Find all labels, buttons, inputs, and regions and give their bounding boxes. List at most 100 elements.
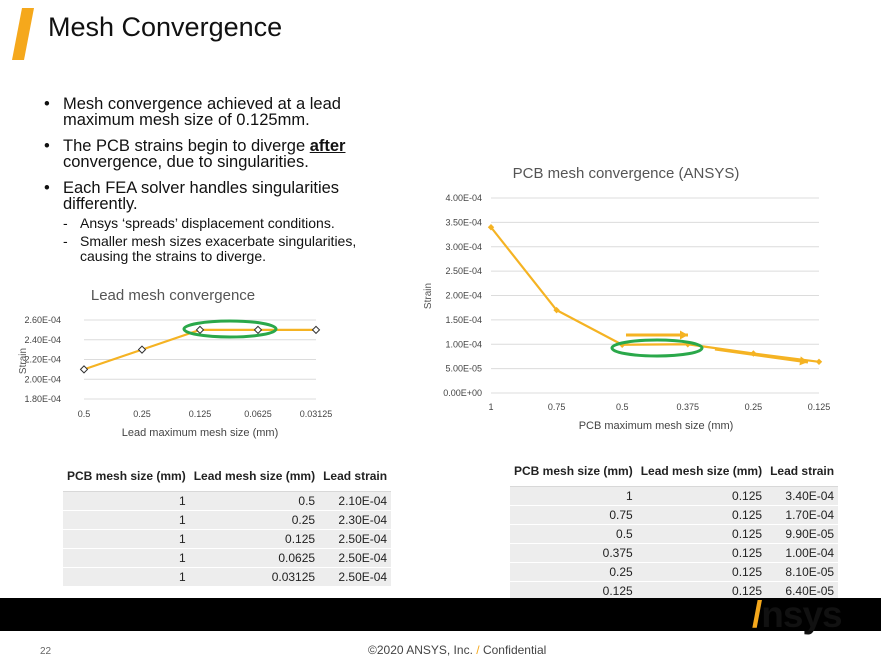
column-header: Lead strain (766, 455, 839, 487)
bullet-emphasis: after (309, 137, 346, 155)
table-cell: 0.0625 (189, 548, 320, 568)
table-cell: 0.5 (510, 524, 637, 544)
table-cell: 0.25 (189, 510, 320, 530)
convergence-highlight-ellipse (610, 338, 704, 358)
sub-bullet-item: Smaller mesh sizes exacerbate singularit… (63, 234, 384, 264)
x-tick-label: 0.5 (616, 402, 629, 412)
data-point (137, 345, 147, 354)
chart-title: Lead mesh convergence (91, 287, 255, 304)
bullet-list: Mesh convergence achieved at a lead maxi… (44, 96, 384, 274)
logo-slash-icon: / (752, 594, 762, 635)
y-tick-label: 5.00E-05 (445, 364, 482, 374)
y-tick-label: 0.00E+00 (443, 388, 482, 398)
ansys-logo: /nsys (752, 594, 843, 636)
table-cell: 1 (63, 567, 190, 587)
y-tick-label: 2.40E-04 (24, 335, 61, 345)
table-row: 1 0.03125 2.50E-04 (63, 567, 392, 587)
table-cell: 1 (63, 548, 190, 568)
table-row: 0.375 0.125 1.00E-04 (510, 543, 839, 563)
table-cell: 0.5 (189, 491, 320, 511)
bullet-text: Mesh convergence achieved at a lead maxi… (63, 95, 341, 129)
table-row: 1 0.125 3.40E-04 (510, 486, 839, 506)
table-cell: 0.75 (510, 505, 637, 525)
column-header: Lead strain (319, 460, 392, 492)
sub-bullet-list: Ansys ‘spreads’ displacement conditions.… (63, 216, 384, 264)
table-cell: 8.10E-05 (766, 562, 839, 582)
confidential-text: Confidential (482, 643, 547, 657)
table-header-row: PCB mesh size (mm) Lead mesh size (mm) L… (510, 455, 839, 487)
x-tick-label: 0.0625 (244, 409, 272, 419)
y-axis-label: Strain (423, 283, 434, 309)
data-point (553, 306, 560, 314)
lead-mesh-chart: Lead mesh convergence Strain Lead maximu… (18, 287, 332, 439)
data-point (487, 224, 495, 231)
table-row: 0.75 0.125 1.70E-04 (510, 505, 839, 525)
convergence-highlight-ellipse (182, 319, 278, 339)
page-number: 22 (40, 646, 52, 657)
y-tick-label: 3.00E-04 (445, 242, 482, 252)
bullet-item: Each FEA solver handles singularities di… (44, 180, 384, 264)
table-cell: 0.125 (636, 543, 767, 563)
copyright-text: ©2020 ANSYS, Inc. (368, 643, 473, 657)
table-cell: 0.125 (189, 529, 320, 549)
x-tick-label: 0.25 (745, 402, 763, 412)
table-cell: 1.70E-04 (766, 505, 839, 525)
y-tick-label: 2.00E-04 (445, 291, 482, 301)
data-point (253, 325, 263, 335)
x-tick-label: 0.75 (548, 402, 566, 412)
y-tick-label: 1.80E-04 (24, 394, 61, 404)
table-header-row: PCB mesh size (mm) Lead mesh size (mm) L… (63, 460, 392, 492)
table-cell: 0.03125 (189, 567, 320, 587)
series-line (490, 226, 820, 363)
table-cell: 0.125 (636, 524, 767, 544)
data-point (311, 325, 321, 335)
table-cell: 0.25 (510, 562, 637, 582)
column-header: PCB mesh size (mm) (63, 460, 190, 492)
y-tick-label: 2.50E-04 (445, 266, 482, 276)
table-cell: 0.125 (636, 486, 767, 506)
table-row: 1 0.25 2.30E-04 (63, 510, 392, 530)
x-tick-label: 0.125 (189, 409, 212, 419)
column-header: PCB mesh size (mm) (510, 455, 637, 487)
table-row: 1 0.5 2.10E-04 (63, 491, 392, 511)
y-tick-label: 2.20E-04 (24, 355, 61, 365)
y-tick-label: 1.50E-04 (445, 315, 482, 325)
y-tick-label: 2.60E-04 (24, 315, 61, 325)
slide-title: Mesh Convergence (48, 12, 283, 42)
table-cell: 1 (63, 510, 190, 530)
x-tick-label: 1 (488, 402, 493, 412)
y-tick-label: 2.00E-04 (24, 374, 61, 384)
table-cell: 2.10E-04 (319, 491, 392, 511)
pcb-mesh-chart: PCB mesh convergence (ANSYS) Strain PCB … (423, 165, 830, 432)
x-tick-label: 0.375 (677, 402, 700, 412)
table-row: 1 0.125 2.50E-04 (63, 529, 392, 549)
table-cell: 2.30E-04 (319, 510, 392, 530)
table-cell: 1 (63, 529, 190, 549)
x-tick-label: 0.25 (133, 409, 151, 419)
column-header: Lead mesh size (mm) (636, 455, 767, 487)
y-tick-label: 4.00E-04 (445, 193, 482, 203)
table-row: 0.25 0.125 8.10E-05 (510, 562, 839, 582)
bullet-text: Each FEA solver handles singularities di… (63, 179, 340, 213)
y-tick-label: 3.50E-04 (445, 217, 482, 227)
trend-arrow-head (680, 330, 688, 340)
logo-text: nsys (761, 594, 842, 635)
x-axis-label: PCB maximum mesh size (mm) (579, 420, 734, 432)
trend-arrow-head (799, 356, 808, 366)
table-cell: 1 (510, 486, 637, 506)
data-point (79, 365, 89, 374)
table-cell: 0.125 (636, 562, 767, 582)
table-cell: 0.375 (510, 543, 637, 563)
table-cell: 9.90E-05 (766, 524, 839, 544)
y-tick-label: 1.00E-04 (445, 339, 482, 349)
title-accent-slash (12, 8, 34, 60)
table-row: 0.5 0.125 9.90E-05 (510, 524, 839, 544)
table-cell: 6.40E-05 (766, 581, 839, 601)
table-cell: 2.50E-04 (319, 567, 392, 587)
pcb-mesh-table: PCB mesh size (mm) Lead mesh size (mm) L… (510, 455, 839, 601)
table-row: 0.125 0.125 6.40E-05 (510, 581, 839, 601)
table-cell: 1.00E-04 (766, 543, 839, 563)
copyright-notice: ©2020 ANSYS, Inc. / Confidential (368, 643, 546, 657)
footer-bar (0, 598, 881, 631)
